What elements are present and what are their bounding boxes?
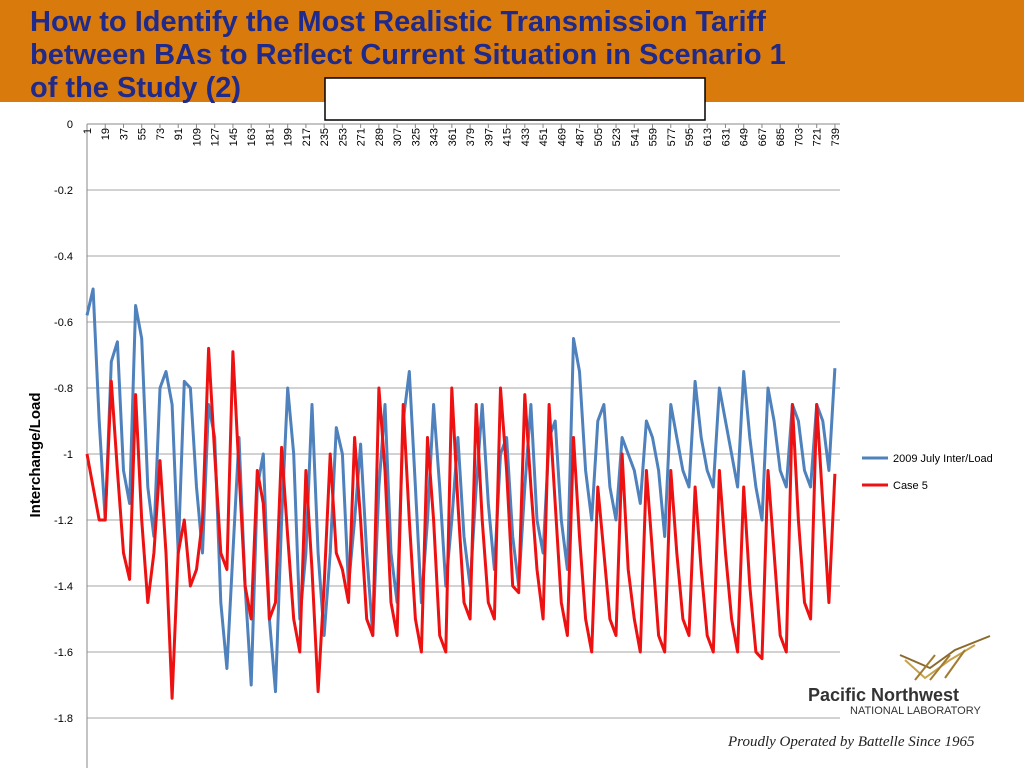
y-tick-label: -1.4 [54, 581, 73, 593]
x-tick-label: 469 [556, 128, 568, 146]
y-tick-label: -0.2 [54, 185, 73, 197]
legend-label: 2009 July Inter/Load [893, 453, 993, 465]
y-tick-label: 0 [67, 119, 73, 131]
x-tick-label: 685 [775, 128, 787, 146]
x-tick-label: 271 [356, 128, 368, 146]
x-tick-label: 613 [702, 128, 714, 146]
x-tick-label: 55 [137, 128, 149, 140]
x-tick-label: 361 [447, 128, 459, 146]
x-tick-label: 163 [246, 128, 258, 146]
y-tick-label: -0.4 [54, 251, 73, 263]
y-tick-label: -1.8 [54, 713, 73, 725]
x-tick-label: 145 [228, 128, 240, 146]
title-line: How to Identify the Most Realistic Trans… [30, 6, 766, 38]
x-tick-label: 595 [684, 128, 696, 146]
x-tick-label: 379 [465, 128, 477, 146]
legend-label: Case 5 [893, 480, 928, 492]
y-tick-label: -1 [63, 449, 73, 461]
series-line [85, 346, 837, 700]
blank-box [324, 77, 706, 121]
x-tick-label: 487 [575, 128, 587, 146]
x-tick-label: 109 [191, 128, 203, 146]
logo-sub: NATIONAL LABORATORY [850, 705, 981, 717]
y-tick-label: -1.6 [54, 647, 73, 659]
x-tick-label: 343 [429, 128, 441, 146]
x-tick-label: 541 [629, 128, 641, 146]
plot: 0 -0.2 -0.4 -0.6 -0.8 -1 -1.2 -1.4 -1.6 -1.8 1 19 37… [54, 119, 993, 768]
logo-line [899, 635, 991, 670]
x-tick-label: 667 [757, 128, 769, 146]
x-tick-label: 73 [155, 128, 167, 140]
x-tick-label: 37 [118, 128, 130, 140]
x-tick-label: 523 [611, 128, 623, 146]
y-tick-label: -1.2 [54, 515, 73, 527]
x-tick-label: 703 [793, 128, 805, 146]
logo-name: Pacific Northwest [808, 685, 959, 705]
logo-graphic [899, 635, 991, 681]
x-tick-label: 631 [720, 128, 732, 146]
x-tick-label: 433 [520, 128, 532, 146]
x-tick-label: 217 [301, 128, 313, 146]
x-tick-label: 577 [666, 128, 678, 146]
x-tick-label: 325 [410, 128, 422, 146]
x-tick-label: 505 [593, 128, 605, 146]
x-tick-label: 127 [210, 128, 222, 146]
x-tick-label: 235 [319, 128, 331, 146]
y-tick-label: -0.8 [54, 383, 73, 395]
title-line: of the Study (2) [30, 72, 241, 104]
x-tick-label: 307 [392, 128, 404, 146]
y-axis-label: Interchange/Load [27, 392, 44, 517]
x-tick-label: 451 [538, 128, 550, 146]
x-tick-label: 649 [739, 128, 751, 146]
x-tick-label: 91 [173, 128, 185, 140]
x-tick-label: 1 [82, 128, 94, 134]
x-tick-label: 397 [483, 128, 495, 146]
x-tick-label: 559 [648, 128, 660, 146]
x-tick-label: 289 [374, 128, 386, 146]
x-tick-label: 739 [830, 128, 842, 146]
x-tick-label: 721 [812, 128, 824, 146]
title-line: between BAs to Reflect Current Situation… [30, 39, 786, 71]
x-tick-label: 181 [264, 128, 276, 146]
y-tick-label: -0.6 [54, 317, 73, 329]
logo-line [914, 649, 966, 681]
x-tick-label: 253 [337, 128, 349, 146]
series-line [85, 287, 837, 694]
x-tick-label: 199 [283, 128, 295, 146]
x-tick-label: 415 [502, 128, 514, 146]
logo-tagline: Proudly Operated by Battelle Since 1965 [727, 734, 975, 750]
x-tick-label: 19 [100, 128, 112, 140]
